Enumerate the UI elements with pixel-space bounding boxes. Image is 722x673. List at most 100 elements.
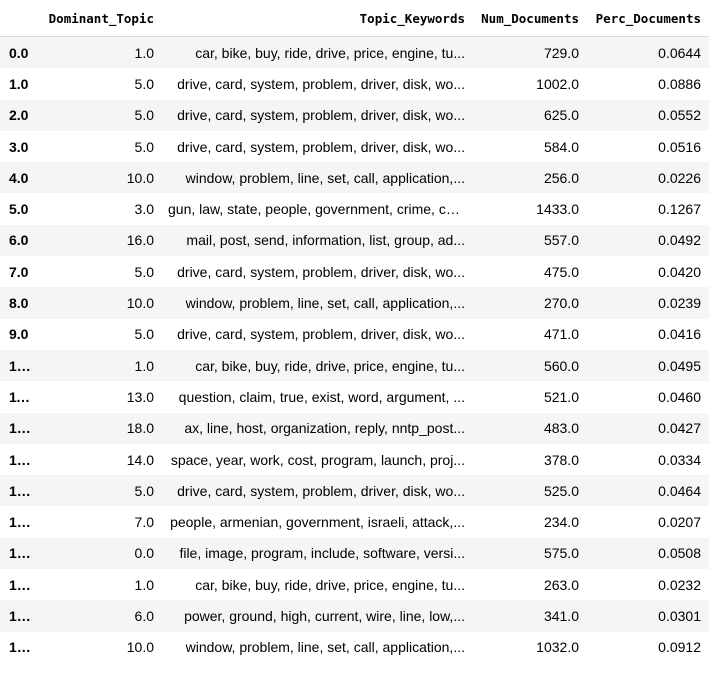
index-column-header bbox=[0, 0, 40, 37]
num-documents-cell: 471.0 bbox=[543, 326, 579, 343]
row-index-cell: 17.0 bbox=[9, 576, 37, 593]
topic-keywords-cell: file, image, program, include, software,… bbox=[179, 545, 465, 562]
row-index-cell: 4.0 bbox=[9, 169, 29, 186]
dominant-topic-cell: 10.0 bbox=[126, 639, 154, 656]
table-row: 8.0 10.0 window, problem, line, set, call,… bbox=[0, 287, 709, 319]
topic-keywords-cell: drive, card, system, problem, driver, di… bbox=[177, 326, 465, 343]
row-index-cell: 19.0 bbox=[9, 639, 37, 656]
dominant-topic-cell: 5.0 bbox=[134, 107, 154, 124]
num-documents-cell: 341.0 bbox=[543, 607, 579, 624]
table-body: 0.0 1.0 car, bike, buy, ride, drive, price… bbox=[0, 36, 709, 663]
table-row: 0.0 1.0 car, bike, buy, ride, drive, price… bbox=[0, 36, 709, 69]
num-documents-column-header: Num_Documents bbox=[473, 0, 587, 37]
perc-documents-cell: 0.1267 bbox=[658, 201, 701, 218]
table-row: 9.0 5.0 drive, card, system, problem, driv… bbox=[0, 318, 709, 350]
table-row: 7.0 5.0 drive, card, system, problem, driv… bbox=[0, 256, 709, 288]
row-index-cell: 1.0 bbox=[9, 75, 29, 92]
num-documents-cell: 1032.0 bbox=[536, 639, 579, 656]
row-index-cell: 16.0 bbox=[9, 545, 37, 562]
row-index-cell: 0.0 bbox=[9, 44, 29, 61]
dominant-topic-cell: 18.0 bbox=[126, 420, 154, 437]
dataframe-table: Dominant_Topic Topic_Keywords Num_Docume… bbox=[0, 0, 709, 663]
topic-keywords-cell: window, problem, line, set, call, applic… bbox=[185, 639, 465, 656]
num-documents-cell: 560.0 bbox=[543, 357, 579, 374]
table-row: 2.0 5.0 drive, card, system, problem, driv… bbox=[0, 99, 709, 131]
num-documents-cell: 521.0 bbox=[543, 388, 579, 405]
perc-documents-cell: 0.0886 bbox=[658, 75, 701, 92]
num-documents-cell: 575.0 bbox=[543, 545, 579, 562]
table-row: 15.0 7.0 people, armenian, government, isr… bbox=[0, 506, 709, 538]
dominant-topic-cell: 1.0 bbox=[134, 44, 154, 61]
table-row: 5.0 3.0 gun, law, state, people, governmen… bbox=[0, 193, 709, 225]
row-index-cell: 18.0 bbox=[9, 607, 37, 624]
table-row: 13.0 14.0 space, year, work, cost, program… bbox=[0, 443, 709, 476]
dominant-topic-cell: 10.0 bbox=[126, 169, 154, 186]
table-row: 12.0 18.0 ax, line, host, organization, re… bbox=[0, 412, 709, 444]
perc-documents-cell: 0.0516 bbox=[658, 138, 701, 155]
num-documents-cell: 1002.0 bbox=[536, 75, 579, 92]
perc-documents-cell: 0.0416 bbox=[658, 326, 701, 343]
topic-keywords-cell: ax, line, host, organization, reply, nnt… bbox=[184, 420, 465, 437]
table-row: 14.0 5.0 drive, card, system, problem, dri… bbox=[0, 475, 709, 507]
num-documents-cell: 234.0 bbox=[543, 514, 579, 531]
row-index-cell: 7.0 bbox=[9, 263, 29, 280]
num-documents-cell: 263.0 bbox=[543, 576, 579, 593]
topic-keywords-cell: drive, card, system, problem, driver, di… bbox=[177, 263, 465, 280]
topic-keywords-cell: question, claim, true, exist, word, argu… bbox=[178, 388, 465, 405]
dominant-topic-cell: 5.0 bbox=[134, 482, 154, 499]
dominant-topic-cell: 6.0 bbox=[134, 607, 154, 624]
perc-documents-cell: 0.0239 bbox=[658, 295, 701, 312]
topic-keywords-cell: car, bike, buy, ride, drive, price, engi… bbox=[195, 44, 465, 61]
perc-documents-cell: 0.0492 bbox=[658, 232, 701, 249]
num-documents-cell: 729.0 bbox=[543, 44, 579, 61]
perc-documents-cell: 0.0427 bbox=[658, 420, 701, 437]
table-row: 16.0 0.0 file, image, program, include, so… bbox=[0, 537, 709, 570]
topic-keywords-cell: car, bike, buy, ride, drive, price, engi… bbox=[195, 576, 465, 593]
table-row: 10.0 1.0 car, bike, buy, ride, drive, pric… bbox=[0, 349, 709, 382]
perc-documents-cell: 0.0226 bbox=[658, 169, 701, 186]
perc-documents-cell: 0.0508 bbox=[658, 545, 701, 562]
dominant-topic-cell: 3.0 bbox=[134, 201, 154, 218]
row-index-cell: 13.0 bbox=[9, 451, 37, 468]
table-row: 18.0 6.0 power, ground, high, current, wir… bbox=[0, 600, 709, 632]
num-documents-cell: 256.0 bbox=[543, 169, 579, 186]
dominant-topic-cell: 13.0 bbox=[126, 388, 154, 405]
table-row: 17.0 1.0 car, bike, buy, ride, drive, pric… bbox=[0, 569, 709, 601]
num-documents-cell: 483.0 bbox=[543, 420, 579, 437]
perc-documents-cell: 0.0420 bbox=[658, 263, 701, 280]
row-index-cell: 12.0 bbox=[9, 420, 37, 437]
dominant-topic-cell: 10.0 bbox=[126, 295, 154, 312]
topic-keywords-cell: window, problem, line, set, call, applic… bbox=[185, 295, 465, 312]
dataframe-output: Dominant_Topic Topic_Keywords Num_Docume… bbox=[0, 0, 709, 663]
header-row: Dominant_Topic Topic_Keywords Num_Docume… bbox=[0, 0, 709, 37]
row-index-cell: 9.0 bbox=[9, 326, 29, 343]
topic-keywords-cell: window, problem, line, set, call, applic… bbox=[185, 169, 465, 186]
row-index-cell: 14.0 bbox=[9, 482, 37, 499]
num-documents-cell: 1433.0 bbox=[536, 201, 579, 218]
topic-keywords-cell: power, ground, high, current, wire, line… bbox=[184, 607, 465, 624]
num-documents-cell: 557.0 bbox=[543, 232, 579, 249]
row-index-cell: 11.0 bbox=[9, 388, 36, 405]
dominant-topic-cell: 14.0 bbox=[126, 451, 154, 468]
topic-keywords-cell: drive, card, system, problem, driver, di… bbox=[177, 138, 465, 155]
dominant-topic-cell: 0.0 bbox=[134, 545, 154, 562]
topic-keywords-cell: space, year, work, cost, program, launch… bbox=[170, 451, 465, 468]
row-index-cell: 10.0 bbox=[9, 357, 37, 374]
table-header: Dominant_Topic Topic_Keywords Num_Docume… bbox=[0, 0, 709, 37]
topic-keywords-cell: gun, law, state, people, government, cri… bbox=[168, 201, 466, 218]
topic-keywords-column-header: Topic_Keywords bbox=[162, 0, 473, 37]
table-row: 3.0 5.0 drive, card, system, problem, driv… bbox=[0, 130, 709, 163]
topic-keywords-cell: drive, card, system, problem, driver, di… bbox=[177, 75, 465, 92]
perc-documents-cell: 0.0460 bbox=[658, 388, 701, 405]
dominant-topic-cell: 1.0 bbox=[134, 357, 154, 374]
num-documents-cell: 378.0 bbox=[543, 451, 579, 468]
num-documents-cell: 475.0 bbox=[543, 263, 579, 280]
table-row: 11.0 13.0 question, claim, true, exist, wo… bbox=[0, 381, 709, 413]
perc-documents-cell: 0.0301 bbox=[658, 607, 701, 624]
perc-documents-cell: 0.0912 bbox=[658, 639, 701, 656]
dominant-topic-cell: 16.0 bbox=[126, 232, 154, 249]
dominant-topic-cell: 7.0 bbox=[134, 514, 154, 531]
num-documents-cell: 584.0 bbox=[543, 138, 579, 155]
row-index-cell: 8.0 bbox=[9, 295, 29, 312]
perc-documents-column-header: Perc_Documents bbox=[587, 0, 709, 37]
